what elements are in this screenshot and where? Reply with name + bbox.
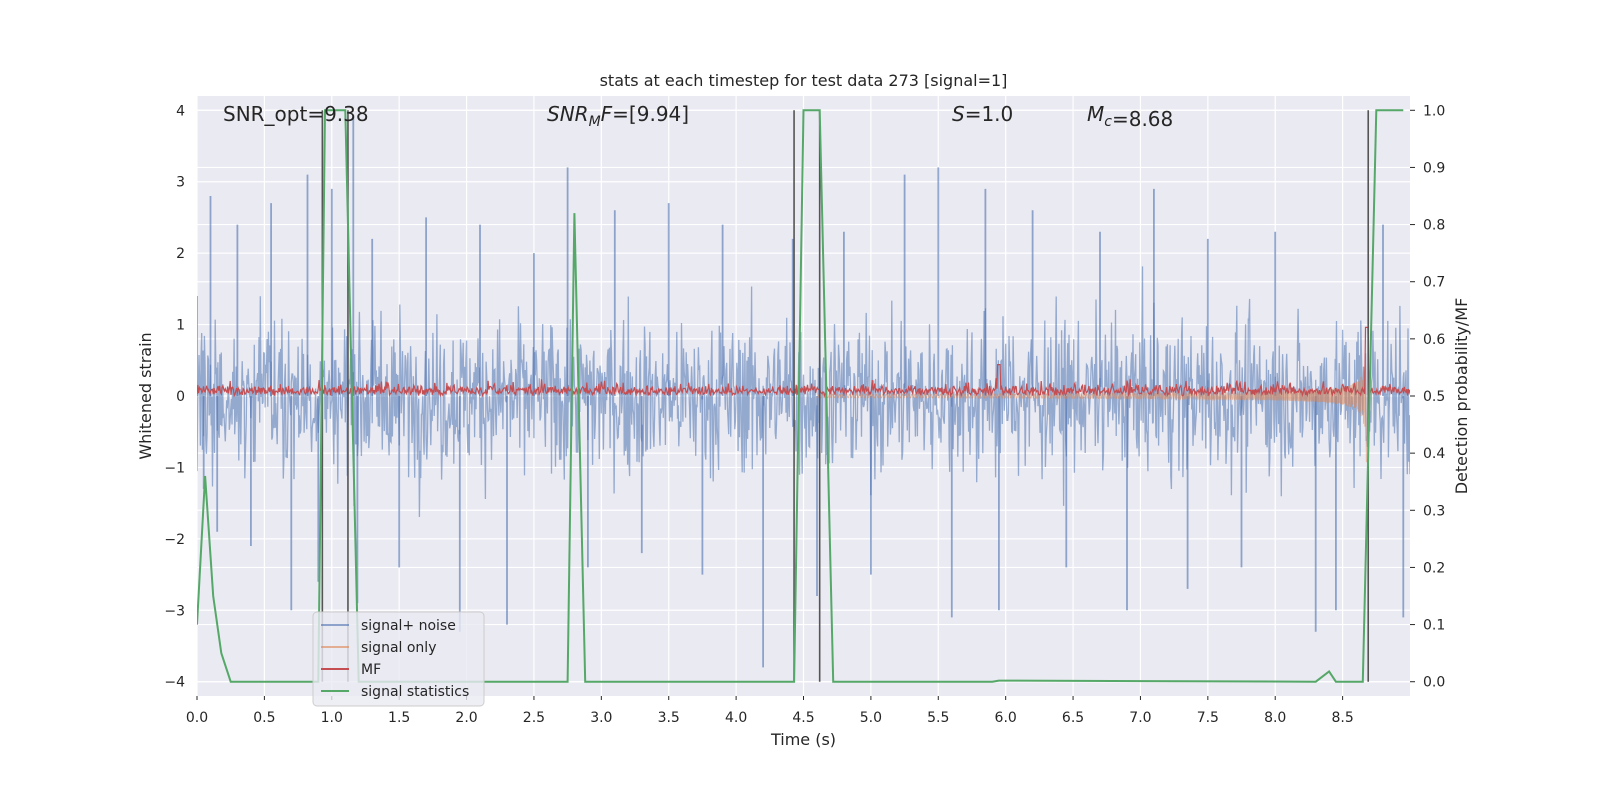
y2-tick-label: 0.1 bbox=[1423, 618, 1445, 634]
x-tick-label: 8.0 bbox=[1264, 710, 1286, 726]
y-tick-label: 2 bbox=[176, 246, 185, 262]
y-tick-label: 3 bbox=[176, 175, 185, 191]
annotation-4: Mc=8.68 bbox=[1087, 102, 1173, 131]
signal-statistics-line bbox=[197, 109, 1404, 683]
y-tick-label: −3 bbox=[164, 603, 185, 619]
y2-tick-label: 0.4 bbox=[1423, 446, 1445, 462]
y2-tick-label: 1.0 bbox=[1423, 103, 1445, 119]
annotation-3: S=1.0 bbox=[952, 102, 1013, 126]
x-tick-label: 5.0 bbox=[860, 710, 882, 726]
y-tick-label: −2 bbox=[164, 532, 185, 548]
signal-statistics-series bbox=[197, 109, 1404, 683]
x-tick-label: 4.5 bbox=[792, 710, 814, 726]
x-tick-label: 7.0 bbox=[1129, 710, 1151, 726]
y-tick-label: −4 bbox=[164, 675, 185, 691]
legend: signal+ noise signal only MF signal statist… bbox=[312, 611, 485, 707]
y2-tick-label: 0.5 bbox=[1423, 389, 1445, 405]
y-axis-ticks: −4 −3 −2 −1 0 1 2 3 4 bbox=[164, 103, 185, 690]
x-tick-label: 0.0 bbox=[186, 710, 208, 726]
y2-tick-label: 0.6 bbox=[1423, 332, 1445, 348]
y-tick-label: 1 bbox=[176, 318, 185, 334]
mf-series bbox=[197, 326, 1410, 398]
chart-title: stats at each timestep for test data 273… bbox=[600, 71, 1008, 90]
mf-line bbox=[197, 326, 1410, 398]
y2-tick-label: 0.7 bbox=[1423, 275, 1445, 291]
y-tick-label: 4 bbox=[176, 103, 185, 119]
x-tick-label: 0.5 bbox=[253, 710, 275, 726]
signal-noise-spikes bbox=[197, 117, 1405, 668]
x-tick-label: 2.0 bbox=[455, 710, 477, 726]
x-tick-label: 3.0 bbox=[590, 710, 612, 726]
signal-noise-series bbox=[197, 117, 1410, 668]
legend-label: MF bbox=[361, 662, 381, 678]
x-tick-label: 4.0 bbox=[725, 710, 747, 726]
x-tick-label: 6.0 bbox=[995, 710, 1017, 726]
x-tick-label: 1.5 bbox=[388, 710, 410, 726]
x-tick-label: 2.5 bbox=[523, 710, 545, 726]
annotations: SNR_opt=9.38 SNRMF=[9.94] S=1.0 Mc=8.68 bbox=[223, 102, 1173, 131]
y-tick-label: −1 bbox=[164, 460, 185, 476]
signal-only-line bbox=[816, 354, 1367, 463]
y2-tick-label: 0.3 bbox=[1423, 503, 1445, 519]
x-tick-label: 3.5 bbox=[658, 710, 680, 726]
legend-box bbox=[312, 611, 485, 707]
y2-tick-label: 0.0 bbox=[1423, 675, 1445, 691]
y-tick-label: 0 bbox=[176, 389, 185, 405]
annotation-2: SNRMF=[9.94] bbox=[547, 102, 689, 130]
annotation-1: SNR_opt=9.38 bbox=[223, 102, 369, 126]
y-axis-label: Whitened strain bbox=[136, 332, 155, 459]
x-tick-label: 1.0 bbox=[321, 710, 343, 726]
y2-axis-ticks: 0.0 0.1 0.2 0.3 0.4 0.5 0.6 0.7 0.8 0.9 1.0 bbox=[1410, 103, 1445, 691]
legend-label: signal only bbox=[361, 640, 436, 656]
x-tick-label: 8.5 bbox=[1331, 710, 1353, 726]
x-axis-label: Time (s) bbox=[770, 730, 836, 749]
legend-label: signal statistics bbox=[361, 684, 469, 700]
y2-tick-label: 0.8 bbox=[1423, 218, 1445, 234]
x-axis-ticks: 0.0 0.5 1.0 1.5 2.0 2.5 3.0 3.5 4.0 4.5 5.0 5.5 6.0 6… bbox=[186, 696, 1354, 726]
x-tick-label: 5.5 bbox=[927, 710, 949, 726]
y2-axis-label: Detection probability/MF bbox=[1452, 298, 1471, 495]
x-tick-label: 6.5 bbox=[1062, 710, 1084, 726]
y2-tick-label: 0.2 bbox=[1423, 560, 1445, 576]
legend-label: signal+ noise bbox=[361, 618, 456, 634]
signal-only-series bbox=[816, 354, 1367, 463]
x-tick-label: 7.5 bbox=[1197, 710, 1219, 726]
y2-tick-label: 0.9 bbox=[1423, 160, 1445, 176]
